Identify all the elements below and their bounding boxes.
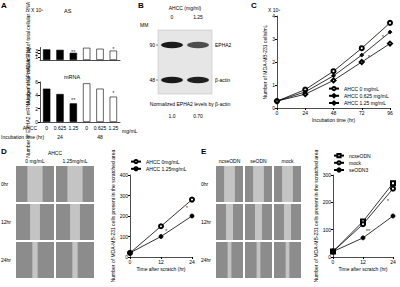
svg-text:C: C [251,1,257,10]
svg-text:**: ** [71,49,76,55]
svg-text:MM: MM [140,22,148,28]
svg-text:EPHA2: EPHA2 [215,42,232,48]
svg-text:D: D [1,147,7,156]
svg-text:AHCC 0mg/mL: AHCC 0mg/mL [146,159,180,165]
svg-text:*: * [387,198,390,204]
svg-text:2: 2 [35,106,38,112]
svg-text:1.25: 1.25 [193,14,203,20]
svg-text:0: 0 [272,105,275,111]
svg-text:0 mg/mL: 0 mg/mL [25,158,45,164]
svg-text:0.625: 0.625 [54,125,67,131]
svg-text:1.25: 1.25 [68,125,78,131]
svg-text:A: A [1,1,7,10]
svg-text:*: * [112,90,115,96]
svg-text:ncseODN: ncseODN [219,158,241,164]
svg-text:ncseODN: ncseODN [349,153,371,159]
svg-text:400: 400 [120,172,129,178]
svg-text:72: 72 [359,110,365,116]
svg-text:24: 24 [189,259,195,265]
svg-text:12: 12 [158,259,164,265]
svg-text:AHCC: AHCC [23,125,38,131]
svg-text:0: 0 [45,125,48,131]
svg-text:200: 200 [120,213,129,219]
svg-text:**: ** [366,228,371,234]
svg-text:mRNA: mRNA [64,74,81,80]
svg-text:100: 100 [323,227,332,233]
svg-text:24: 24 [302,110,308,116]
svg-text:E: E [201,147,207,156]
svg-text:β-actin: β-actin [215,77,230,83]
svg-text:AHCC 0.625 mg/mL: AHCC 0.625 mg/mL [344,93,389,99]
svg-text:B: B [138,1,144,10]
svg-text:1.0: 1.0 [169,113,176,119]
svg-text:AHCC (mg/ml): AHCC (mg/ml) [169,5,202,11]
svg-text:48: 48 [97,134,103,140]
svg-text:Incubation time (hr): Incubation time (hr) [1,134,44,140]
svg-text:Time after scratch (hr): Time after scratch (hr) [137,266,186,272]
svg-text:mg/mL: mg/mL [122,128,137,134]
svg-text:**: ** [71,97,76,103]
svg-text:6: 6 [35,79,38,85]
svg-text:2: 2 [35,50,38,57]
svg-text:X 10⁵: X 10⁵ [268,7,280,13]
svg-text:0: 0 [85,125,88,131]
svg-text:AHCC 1.25 mg/mL: AHCC 1.25 mg/mL [344,100,386,106]
svg-text:200: 200 [323,199,332,205]
svg-text:1.25mg/mL: 1.25mg/mL [62,158,87,164]
svg-text:12: 12 [360,259,366,265]
svg-text:24hr: 24hr [1,257,11,263]
svg-text:0: 0 [129,259,132,265]
svg-text:12hr: 12hr [1,219,11,225]
svg-text:300: 300 [323,172,332,178]
svg-text:0: 0 [125,254,128,260]
svg-text:0.70: 0.70 [193,113,203,119]
svg-text:Number of MDA-MB-231 cells pre: Number of MDA-MB-231 cells present in th… [313,150,319,283]
svg-text:90: 90 [149,42,155,48]
svg-text:12hr: 12hr [201,219,211,225]
svg-text:0: 0 [332,259,335,265]
svg-text:seODN3: seODN3 [349,167,368,173]
svg-text:AHCC 1.25mg/mL: AHCC 1.25mg/mL [146,166,187,172]
svg-text:4: 4 [272,13,275,19]
svg-text:0hr: 0hr [1,181,9,187]
svg-text:1.25: 1.25 [108,125,118,131]
svg-text:Incubation time (hr): Incubation time (hr) [312,117,355,123]
svg-text:2: 2 [272,59,275,65]
svg-text:Number of EPHA2 mRNA/ µg of to: Number of EPHA2 mRNA/ µg of total cellul… [25,46,31,158]
svg-text:48: 48 [331,110,337,116]
svg-text:0: 0 [171,14,174,20]
svg-text:AHCC 0 mg/mL: AHCC 0 mg/mL [344,86,379,92]
svg-text:0: 0 [276,110,279,116]
svg-text:96: 96 [387,110,393,116]
svg-text:0: 0 [35,119,38,125]
svg-text:AS: AS [64,8,72,14]
svg-text:24hr: 24hr [201,257,211,263]
svg-text:3: 3 [35,48,38,54]
svg-text:0.625: 0.625 [94,125,107,131]
svg-text:*: * [112,46,115,52]
svg-text:Number of MDA-MB-231 cells/mL: Number of MDA-MB-231 cells/mL [262,24,268,99]
svg-text:100: 100 [120,234,129,240]
svg-text:1: 1 [272,82,275,88]
svg-text:Normalized EPHA2 levels by β-a: Normalized EPHA2 levels by β-actin [150,101,231,107]
svg-text:3: 3 [272,36,275,42]
svg-text:AHCC: AHCC [48,150,63,156]
svg-text:0: 0 [328,254,331,260]
svg-text:mock: mock [282,158,294,164]
svg-text:Number of MDA-MB-231 cells pre: Number of MDA-MB-231 cells present in th… [110,150,116,283]
svg-text:mock: mock [349,160,361,166]
svg-text:24: 24 [390,259,396,265]
svg-text:0hr: 0hr [201,181,209,187]
svg-text:Time after scratch (hr): Time after scratch (hr) [339,266,388,272]
svg-text:4: 4 [35,92,38,98]
svg-text:24: 24 [57,134,63,140]
svg-text:*: * [186,205,189,211]
svg-text:1: 1 [35,53,38,60]
svg-text:300: 300 [120,193,129,199]
svg-text:X 10⁵: X 10⁵ [31,7,43,13]
svg-text:48: 48 [149,77,155,83]
svg-text:seODN: seODN [250,158,267,164]
